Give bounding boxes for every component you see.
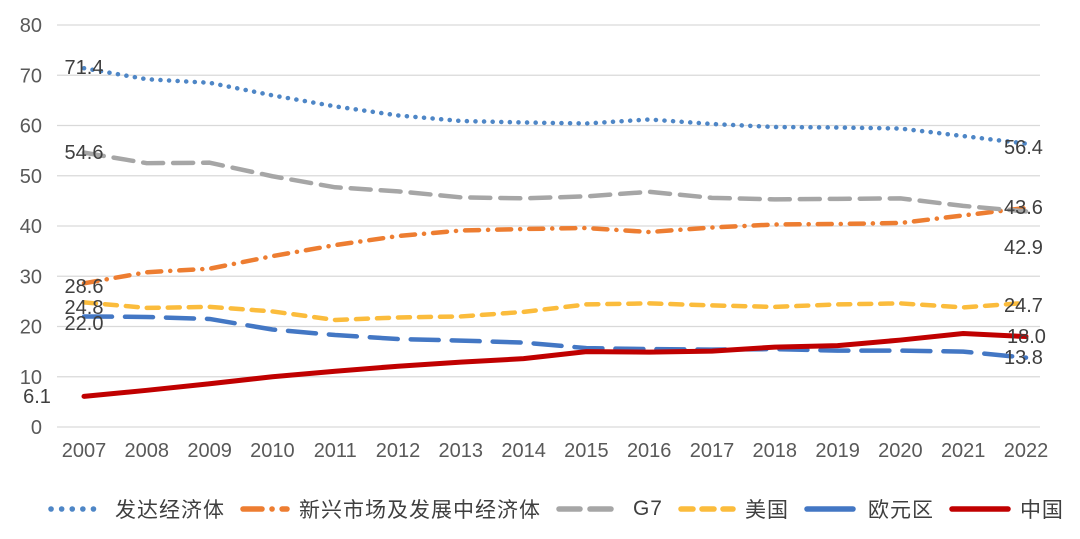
legend-item-china: 中国 (949, 494, 1064, 524)
legend-item-eurozone: 欧元区 (804, 494, 934, 524)
legend-label-g7: G7 (632, 497, 663, 520)
x-axis-label: 2009 (187, 440, 232, 462)
data-label: 22.0 (65, 313, 104, 335)
data-label: 24.7 (1004, 295, 1043, 317)
legend-swatch-emerging-economies (240, 506, 290, 512)
x-axis-label: 2018 (753, 440, 798, 462)
legend-swatch-developed-economies (48, 506, 106, 512)
line-chart: 0 10 20 30 40 50 60 70 80 2007 2008 2009 2010 2011 201… (20, 15, 1049, 462)
legend-item-g7: G7 (556, 497, 663, 521)
chart-legend: 发达经济体 新兴市场及发展中经济体 G7 美国 欧元区 中国 (48, 489, 1064, 529)
series-line-developed-economies (81, 65, 1029, 146)
series-line-eurozone (81, 314, 1029, 360)
x-axis-label: 2008 (125, 440, 170, 462)
x-axis-label: 2017 (690, 440, 735, 462)
x-axis-label: 2013 (439, 440, 484, 462)
y-axis-label: 60 (20, 116, 42, 138)
x-axis-label: 2020 (878, 440, 923, 462)
x-axis-label: 2014 (501, 440, 546, 462)
series-line-us (81, 300, 1029, 323)
legend-item-us: 美国 (678, 494, 789, 524)
data-label: 54.6 (65, 142, 104, 164)
x-axis-label: 2021 (941, 440, 986, 462)
y-axis-label: 80 (20, 15, 42, 37)
data-label: 24.8 (65, 297, 104, 319)
legend-label-emerging-economies: 新兴市场及发展中经济体 (298, 499, 541, 522)
legend-label-eurozone: 欧元区 (867, 499, 934, 522)
series-line-china (81, 331, 1029, 399)
legend-swatch-g7 (556, 506, 624, 512)
y-axis-label: 30 (20, 266, 42, 288)
x-axis-label: 2007 (62, 440, 107, 462)
data-label: 43.6 (1004, 197, 1043, 219)
series-line-g7 (81, 150, 1029, 214)
y-axis-label: 0 (31, 417, 42, 439)
legend-item-developed-economies: 发达经济体 (48, 494, 225, 524)
x-axis-label: 2011 (314, 440, 357, 462)
legend-swatch-us (678, 506, 736, 512)
data-label: 18.0 (1007, 326, 1046, 348)
y-axis-label: 20 (20, 317, 42, 339)
legend-label-china: 中国 (1019, 499, 1064, 522)
x-axis-label: 2012 (376, 440, 421, 462)
legend-label-us: 美国 (744, 499, 789, 522)
data-label: 6.1 (23, 386, 51, 408)
data-label: 56.4 (1004, 137, 1043, 159)
legend-label-developed-economies: 发达经济体 (115, 499, 225, 522)
y-axis-label: 40 (20, 216, 42, 238)
data-label: 71.4 (65, 57, 104, 79)
x-axis-label: 2019 (815, 440, 860, 462)
y-axis-label: 50 (20, 166, 42, 188)
data-label: 13.8 (1004, 347, 1043, 369)
y-axis-label: 70 (20, 65, 42, 87)
legend-swatch-china (949, 506, 1011, 512)
data-label: 42.9 (1004, 237, 1043, 259)
x-axis-label: 2010 (250, 440, 295, 462)
x-axis-label: 2016 (627, 440, 672, 462)
series-line-emerging-economies (81, 205, 1029, 286)
legend-item-emerging-economies: 新兴市场及发展中经济体 (240, 494, 541, 524)
data-label: 28.6 (65, 276, 104, 298)
legend-swatch-eurozone (804, 506, 859, 512)
x-axis-label: 2022 (1004, 440, 1049, 462)
x-axis-label: 2015 (564, 440, 609, 462)
y-axis-label: 10 (20, 367, 42, 389)
